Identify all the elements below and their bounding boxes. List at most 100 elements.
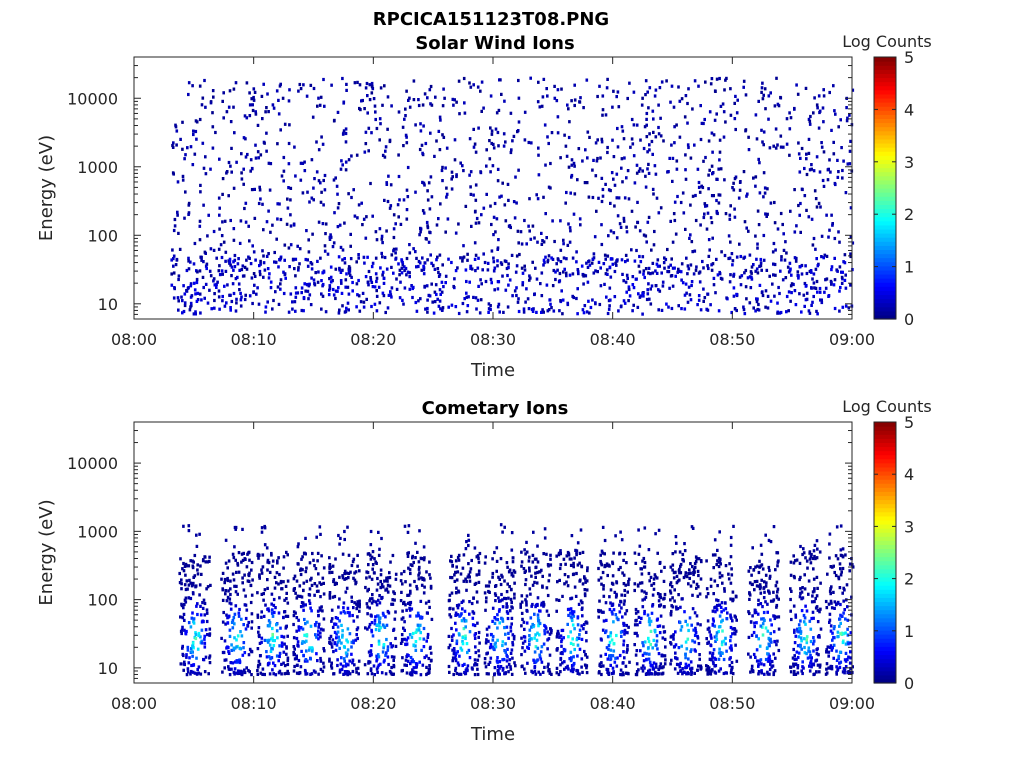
heatmap-cell [627, 285, 631, 289]
heatmap-cell [623, 156, 626, 160]
heatmap-cell [641, 96, 644, 100]
heatmap-cell [313, 564, 316, 568]
heatmap-cell [286, 656, 290, 660]
heatmap-cell [658, 631, 662, 635]
heatmap-cell [681, 191, 685, 195]
heatmap-cell [695, 556, 699, 561]
heatmap-cell [292, 223, 296, 227]
heatmap-cell [634, 653, 638, 657]
heatmap-cell [425, 220, 429, 225]
heatmap-cell [343, 672, 347, 676]
heatmap-cell [366, 552, 370, 556]
heatmap-cell [257, 556, 260, 560]
heatmap-cell [231, 661, 235, 665]
heatmap-cell [515, 293, 518, 298]
heatmap-cell [349, 244, 352, 248]
heatmap-cell [822, 184, 826, 188]
heatmap-cell [466, 668, 469, 672]
heatmap-cell [596, 94, 599, 99]
heatmap-cell [183, 564, 187, 568]
heatmap-cell [582, 106, 585, 110]
heatmap-cell [662, 605, 666, 609]
heatmap-cell [487, 662, 490, 666]
heatmap-cell [713, 579, 717, 583]
heatmap-cell [223, 284, 226, 288]
heatmap-cell [703, 296, 707, 300]
heatmap-cell [242, 588, 246, 592]
heatmap-cell [309, 83, 313, 87]
heatmap-cell [235, 301, 238, 305]
heatmap-cell [299, 178, 303, 182]
heatmap-cell [622, 623, 626, 627]
heatmap-cell [606, 254, 610, 258]
heatmap-cell [734, 629, 738, 633]
heatmap-cell [501, 617, 504, 621]
heatmap-cell [343, 572, 346, 576]
heatmap-cell [248, 256, 251, 260]
heatmap-cell [663, 637, 667, 641]
heatmap-cell [348, 672, 352, 676]
heatmap-cell [849, 283, 852, 287]
heatmap-cell [310, 276, 313, 280]
heatmap-cell [697, 573, 700, 578]
heatmap-cell [300, 595, 304, 599]
heatmap-cell [328, 657, 331, 661]
heatmap-cell [225, 613, 228, 617]
heatmap-cell [381, 273, 384, 277]
heatmap-cell [582, 622, 586, 627]
heatmap-cell [181, 644, 184, 648]
heatmap-cell [172, 141, 175, 145]
heatmap-cell [461, 642, 465, 646]
heatmap-cell [398, 296, 402, 300]
heatmap-cell [378, 227, 382, 231]
heatmap-cell [263, 638, 267, 642]
heatmap-cell [695, 586, 698, 590]
spectrogram-pixels [170, 76, 855, 316]
heatmap-cell [293, 145, 296, 149]
heatmap-cell [332, 293, 336, 297]
heatmap-cell [675, 541, 678, 545]
heatmap-cell [458, 112, 461, 116]
heatmap-cell [330, 83, 333, 87]
heatmap-cell [307, 250, 311, 254]
heatmap-cell [189, 282, 193, 286]
heatmap-cell [737, 196, 741, 200]
heatmap-cell [427, 181, 431, 185]
heatmap-cell [670, 634, 674, 638]
heatmap-cell [556, 88, 560, 92]
heatmap-cell [356, 626, 360, 630]
heatmap-cell [322, 665, 326, 669]
colorbar-segment [874, 200, 896, 205]
heatmap-cell [540, 603, 543, 607]
heatmap-cell [453, 277, 456, 281]
heatmap-cell [833, 306, 837, 311]
heatmap-cell [732, 181, 735, 185]
heatmap-cell [465, 310, 469, 314]
heatmap-cell [813, 96, 816, 100]
heatmap-cell [742, 308, 746, 312]
heatmap-cell [603, 565, 606, 569]
heatmap-cell [561, 298, 565, 302]
heatmap-cell [410, 635, 414, 639]
heatmap-cell [513, 596, 516, 600]
heatmap-cell [604, 272, 608, 276]
heatmap-cell [305, 566, 308, 570]
heatmap-cell [682, 575, 686, 580]
heatmap-cell [669, 662, 672, 666]
heatmap-cell [386, 655, 390, 659]
heatmap-cell [642, 233, 646, 237]
heatmap-cell [286, 553, 289, 557]
heatmap-cell [389, 293, 393, 297]
heatmap-cell [578, 217, 582, 221]
heatmap-cell [459, 161, 462, 165]
heatmap-cell [514, 664, 517, 668]
heatmap-cell [375, 667, 379, 671]
heatmap-cell [637, 292, 640, 296]
heatmap-cell [480, 80, 484, 84]
heatmap-cell [381, 103, 384, 107]
heatmap-cell [235, 584, 238, 588]
heatmap-cell [594, 141, 598, 145]
heatmap-cell [642, 644, 645, 648]
heatmap-cell [619, 565, 622, 570]
heatmap-cell [278, 84, 282, 88]
